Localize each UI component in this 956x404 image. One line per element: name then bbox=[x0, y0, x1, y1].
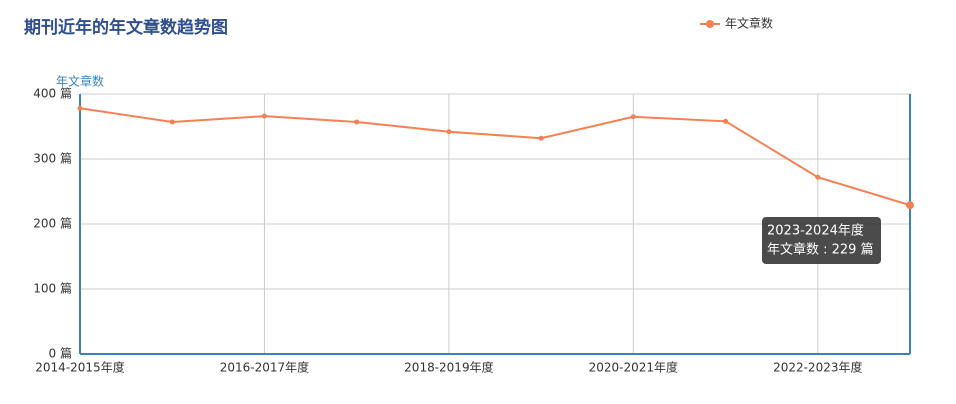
tooltip-value: 年文章数 : 229 篇 bbox=[767, 242, 874, 258]
point bbox=[906, 201, 914, 210]
y-tick-label: 400 篇 bbox=[33, 86, 72, 101]
y-tick-label: 0 篇 bbox=[49, 346, 72, 361]
x-tick-label: 2022-2023年度 bbox=[773, 360, 862, 375]
point bbox=[630, 114, 636, 120]
point bbox=[446, 129, 452, 135]
point bbox=[815, 174, 821, 180]
x-tick-label: 2016-2017年度 bbox=[220, 360, 309, 375]
chart-title: 期刊近年的年文章数趋势图 bbox=[24, 17, 228, 38]
point bbox=[261, 113, 267, 119]
tooltip-box bbox=[762, 217, 881, 264]
tooltip-title: 2023-2024年度 bbox=[767, 223, 864, 239]
y-tick-label: 100 篇 bbox=[33, 281, 72, 296]
point bbox=[538, 135, 544, 141]
legend-label: 年文章数 bbox=[725, 16, 773, 31]
y-axis-label: 年文章数 bbox=[56, 74, 104, 89]
point bbox=[77, 105, 83, 111]
y-tick-label: 300 篇 bbox=[33, 151, 72, 166]
point bbox=[169, 119, 175, 125]
line bbox=[79, 107, 911, 207]
x-tick-label: 2014-2015年度 bbox=[35, 360, 124, 375]
point bbox=[723, 118, 729, 124]
legend-marker bbox=[706, 20, 714, 28]
y-tick-label: 200 篇 bbox=[33, 216, 72, 231]
x-tick-label: 2020-2021年度 bbox=[589, 360, 678, 375]
x-tick-label: 2018-2019年度 bbox=[404, 360, 493, 375]
point bbox=[354, 119, 360, 125]
